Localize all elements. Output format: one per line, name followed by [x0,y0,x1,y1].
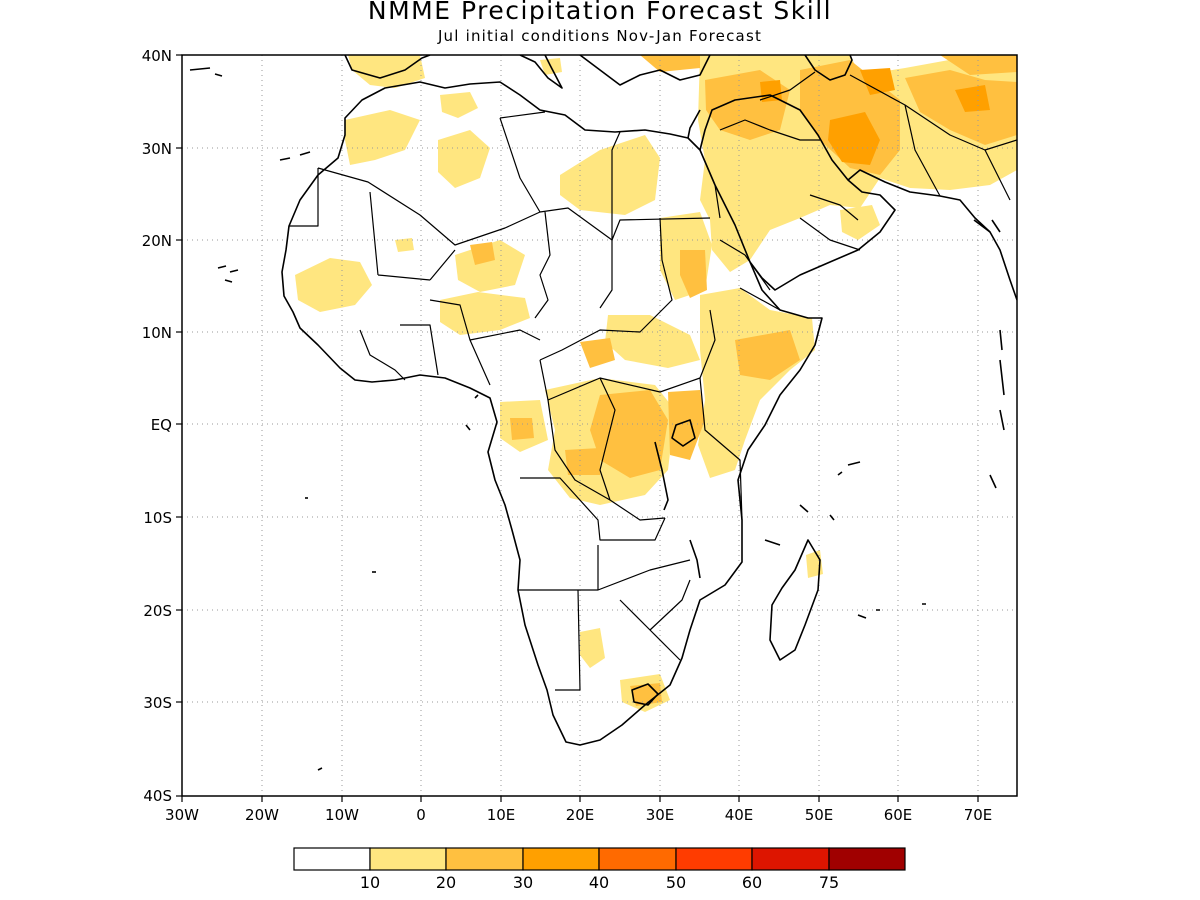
legend-swatch-1 [369,847,447,871]
legend-swatch-5 [675,847,753,871]
iberia-coastline [344,55,431,79]
map-frame [181,54,1018,797]
lon-label-20e: 20E [566,806,595,824]
tick-marks [176,54,979,802]
lon-label-20w: 20W [245,806,279,824]
legend-label-30: 30 [513,873,533,892]
legend-swatch-0 [293,847,371,871]
chart-subtitle: Jul initial conditions Nov-Jan Forecast [437,27,763,45]
lat-label-10s: 10S [143,509,172,527]
madagascar-coastline [769,539,821,661]
lat-label-30n: 30N [142,140,172,158]
lon-label-40e: 40E [725,806,754,824]
legend-label-20: 20 [436,873,456,892]
color-legend: 10 20 30 40 50 60 75 [293,847,906,892]
legend-swatch-7 [828,847,906,871]
lon-label-60e: 60E [884,806,913,824]
lat-label-20n: 20N [142,232,172,250]
latitude-labels: 40N 30N 20N 10N EQ 10S 20S 30S 40S [142,47,172,805]
lon-label-30w: 30W [165,806,199,824]
lon-label-10e: 10E [487,806,516,824]
balkan-coastline [579,55,711,86]
legend-swatch-2 [445,847,524,871]
italy-coastline [519,55,563,89]
lat-label-20s: 20S [143,602,172,620]
lesotho [631,683,659,706]
arabia-coastline [699,94,896,291]
lat-label-40n: 40N [142,47,172,65]
chart-title: NMME Precipitation Forecast Skill [367,0,833,25]
caspian-coastline [804,55,853,81]
longitude-labels: 30W 20W 10W 0 10E 20E 30E 40E 50E 60E 70… [165,806,992,824]
coastlines [182,55,1017,771]
lat-label-10n: 10N [142,324,172,342]
lon-label-0: 0 [416,806,426,824]
lon-label-70e: 70E [964,806,993,824]
legend-label-50: 50 [666,873,686,892]
legend-swatch-4 [598,847,677,871]
legend-label-40: 40 [589,873,609,892]
lat-label-40s: 40S [143,787,172,805]
lon-label-30e: 30E [646,806,675,824]
grid-lines [182,55,1017,796]
lat-label-30s: 30S [143,694,172,712]
legend-swatch-3 [522,847,600,871]
lon-label-50e: 50E [805,806,834,824]
legend-label-75: 75 [819,873,839,892]
lake-victoria [671,419,696,447]
country-borders [289,71,1017,691]
lat-label-eq: EQ [151,416,172,434]
legend-label-60: 60 [742,873,762,892]
legend-label-10: 10 [360,873,380,892]
legend-swatch-6 [751,847,830,871]
lon-label-10w: 10W [325,806,359,824]
